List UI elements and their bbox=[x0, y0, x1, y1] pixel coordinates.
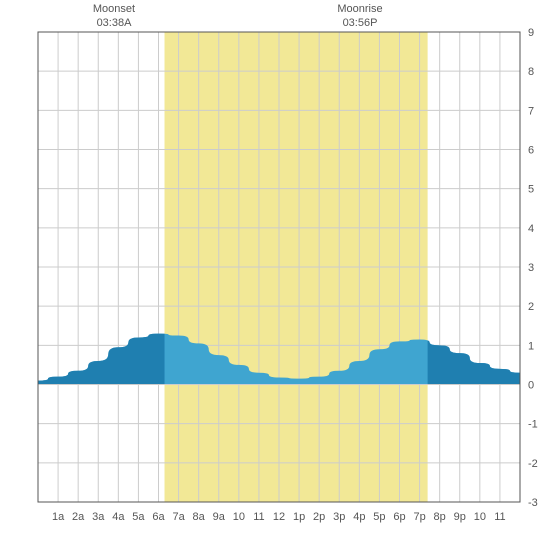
y-tick-label: 9 bbox=[528, 27, 534, 39]
y-tick-label: -1 bbox=[528, 419, 538, 431]
x-tick-label: 4a bbox=[112, 511, 125, 523]
y-tick-label: 5 bbox=[528, 184, 534, 196]
x-tick-label: 8p bbox=[434, 511, 446, 523]
moonrise-name: Moonrise bbox=[337, 3, 382, 15]
x-tick-label: 10 bbox=[233, 511, 245, 523]
x-tick-label: 11 bbox=[253, 511, 264, 523]
x-tick-label: 7a bbox=[172, 511, 185, 523]
y-tick-label: 1 bbox=[528, 340, 534, 352]
moonrise-label: Moonrise 03:56P bbox=[330, 2, 390, 31]
x-tick-label: 9p bbox=[454, 511, 466, 523]
moonset-label: Moonset 03:38A bbox=[84, 2, 144, 31]
x-tick-label: 1a bbox=[52, 511, 65, 523]
moonset-time: 03:38A bbox=[97, 17, 132, 29]
y-tick-label: 4 bbox=[528, 223, 534, 235]
moonset-name: Moonset bbox=[93, 3, 135, 15]
x-tick-label: 2a bbox=[72, 511, 85, 523]
x-tick-label: 3a bbox=[92, 511, 105, 523]
tide-chart: Moonset 03:38A Moonrise 03:56P -3-2-1012… bbox=[0, 0, 550, 550]
x-tick-label: 12 bbox=[273, 511, 285, 523]
x-tick-label: 11 bbox=[494, 511, 505, 523]
x-tick-label: 7p bbox=[413, 511, 425, 523]
x-tick-label: 2p bbox=[313, 511, 325, 523]
y-tick-label: 3 bbox=[528, 262, 534, 274]
y-tick-label: 6 bbox=[528, 145, 534, 157]
x-tick-label: 3p bbox=[333, 511, 345, 523]
y-tick-label: -2 bbox=[528, 458, 538, 470]
x-tick-label: 4p bbox=[353, 511, 365, 523]
x-tick-label: 5a bbox=[132, 511, 145, 523]
moonrise-time: 03:56P bbox=[343, 17, 378, 29]
x-tick-label: 6a bbox=[152, 511, 165, 523]
chart-svg: -3-2-101234567891a2a3a4a5a6a7a8a9a101112… bbox=[0, 0, 550, 550]
y-tick-label: 0 bbox=[528, 380, 534, 392]
x-tick-label: 6p bbox=[393, 511, 405, 523]
x-tick-label: 9a bbox=[213, 511, 226, 523]
y-tick-label: -3 bbox=[528, 497, 538, 509]
x-tick-label: 5p bbox=[373, 511, 385, 523]
y-tick-label: 8 bbox=[528, 66, 534, 78]
x-tick-label: 10 bbox=[474, 511, 486, 523]
y-tick-label: 2 bbox=[528, 301, 534, 313]
x-tick-label: 1p bbox=[293, 511, 305, 523]
x-tick-label: 8a bbox=[193, 511, 206, 523]
y-tick-label: 7 bbox=[528, 105, 534, 117]
